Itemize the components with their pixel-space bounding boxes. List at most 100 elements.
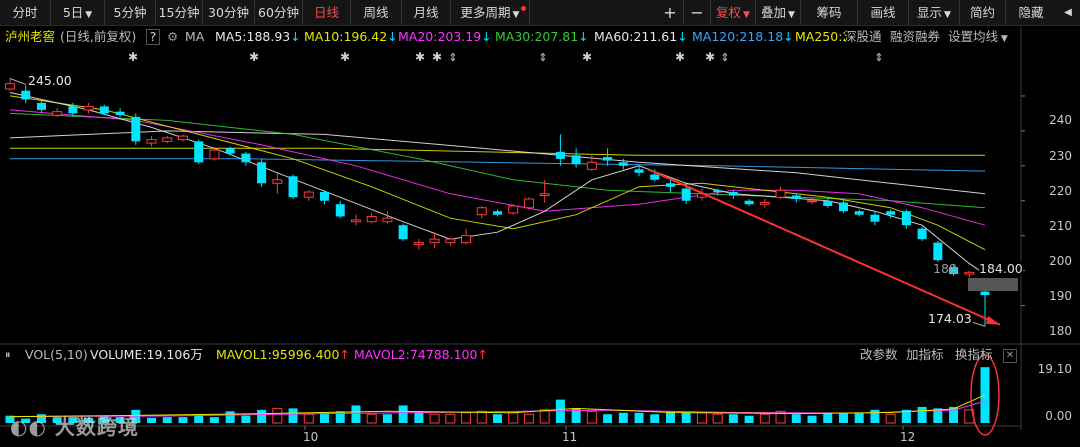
volume-bar: [398, 405, 408, 423]
candle-body: [650, 174, 660, 180]
hide-button[interactable]: 隐藏: [1018, 5, 1044, 20]
x-tick: 12: [900, 430, 916, 444]
candle-body: [555, 151, 565, 159]
candle-body: [933, 242, 943, 261]
candle-body: [493, 211, 502, 215]
ma5-value-text: MA5:188.93: [215, 29, 291, 44]
volume-tick: 0.00: [1045, 409, 1072, 423]
zoom-in-button[interactable]: +: [657, 0, 684, 25]
add-indicator-button[interactable]: 加指标: [906, 347, 944, 362]
volume-bar: [147, 417, 157, 423]
event-star-icon: ✱: [705, 50, 715, 64]
margin-trading-button[interactable]: 融资融券: [890, 29, 941, 44]
period-tab-15min[interactable]: 15分钟: [156, 0, 203, 25]
chevron-down-icon: ▼: [944, 10, 951, 20]
mavol2-value: MAVOL2:74788.100↑: [354, 346, 488, 364]
volume-bar: [807, 415, 817, 423]
candle-body: [775, 189, 786, 198]
overlay-button[interactable]: 叠加 ▼: [756, 0, 801, 25]
price-marker-box: [968, 278, 1018, 291]
hk-connect-button[interactable]: 深股通: [844, 29, 882, 44]
collapse-icon[interactable]: ◀: [1064, 7, 1072, 18]
edit-params-button[interactable]: 改参数: [860, 347, 898, 362]
period-tab-5day[interactable]: 5日 ▼: [51, 0, 105, 25]
adjust-button[interactable]: 复权 ▼: [711, 0, 756, 25]
high-pointer: [9, 78, 27, 85]
stock-name: 泸州老窖: [5, 29, 56, 44]
candle-body: [571, 155, 581, 165]
price-tick: 200: [1049, 254, 1072, 268]
candle-body: [838, 202, 848, 212]
chips-button[interactable]: 筹码: [801, 0, 858, 25]
candle-body: [476, 207, 487, 216]
arrow-down-icon: ↓: [387, 29, 398, 44]
candle-body: [429, 238, 440, 244]
period-tab-monthly[interactable]: 月线: [402, 0, 451, 25]
period-tab-60min[interactable]: 60分钟: [255, 0, 303, 25]
mavol2-value-text: MAVOL2:74788.100: [354, 347, 478, 362]
volume-bar: [681, 412, 691, 423]
chart-mode: (日线,前复权): [60, 29, 137, 44]
display-button[interactable]: 显示 ▼: [909, 0, 960, 25]
ma20-line: [9, 109, 986, 226]
simple-button[interactable]: 简约: [960, 0, 1006, 25]
volume-bar: [99, 415, 109, 423]
candle-body: [634, 169, 644, 173]
volume-bar: [414, 411, 424, 423]
candle-body: [586, 161, 597, 170]
volume-bar: [257, 409, 267, 423]
overlay-button-label: 叠加: [761, 5, 787, 20]
low-pointer: [972, 321, 986, 327]
draw-line-button[interactable]: 画线: [858, 0, 909, 25]
price-tick: 220: [1049, 184, 1072, 198]
candle-body: [886, 211, 896, 215]
candle-body: [83, 105, 94, 111]
zoom-out-button[interactable]: −: [684, 0, 711, 25]
volume-expand-icon[interactable]: ⏸: [5, 348, 11, 361]
close-icon[interactable]: ✕: [1003, 349, 1017, 363]
candle-body: [99, 106, 109, 114]
volume-bar: [429, 413, 440, 424]
volume-bar: [823, 412, 833, 423]
ma250-line: [10, 147, 985, 156]
period-tab-30min[interactable]: 30分钟: [203, 0, 255, 25]
volume-bar: [696, 412, 707, 424]
candle-body: [523, 198, 534, 209]
period-tab-daily[interactable]: 日线: [303, 0, 351, 25]
period-tab-intraday[interactable]: 分时: [0, 0, 51, 25]
event-diamond-icon: ⇕: [874, 51, 883, 64]
period-tab-more[interactable]: 更多周期 ▼: [451, 0, 530, 25]
candle-body: [115, 111, 125, 116]
x-tick: 10: [303, 430, 319, 444]
candle-body: [303, 191, 314, 198]
candle-body: [162, 137, 173, 142]
volume-bar: [917, 406, 927, 423]
candle-body: [194, 141, 204, 163]
low-price-label: 174.03: [928, 311, 972, 326]
change-indicator-button[interactable]: 换指标: [955, 347, 993, 362]
display-button-label: 显示: [917, 5, 943, 20]
settings-gear-icon[interactable]: ⚙: [167, 29, 179, 44]
candle-body: [744, 200, 754, 205]
volume-bar: [209, 417, 219, 423]
help-icon[interactable]: ?: [146, 29, 160, 45]
candle-body: [146, 139, 157, 144]
arrow-down-icon: ↓: [290, 29, 301, 44]
period-tab-more-label: 更多周期: [460, 5, 511, 20]
candle-body: [413, 242, 424, 245]
period-tab-5min[interactable]: 5分钟: [105, 0, 156, 25]
event-diamond-icon: ⇕: [448, 51, 457, 64]
chevron-down-icon: ▼: [743, 10, 750, 20]
candle-body: [335, 204, 345, 217]
arrow-down-icon: ↓: [783, 29, 794, 44]
candle-body: [131, 116, 141, 142]
volume-bar: [241, 415, 251, 423]
volume-bar: [36, 414, 46, 423]
candle-body: [225, 148, 235, 154]
volume-bar: [728, 414, 738, 423]
volume-bar: [351, 405, 361, 423]
set-ma-button[interactable]: 设置均线 ▼: [948, 28, 1008, 46]
ma120-value: MA120:218.18↓: [692, 28, 794, 46]
volume-bar: [603, 414, 613, 423]
period-tab-weekly[interactable]: 周线: [351, 0, 402, 25]
